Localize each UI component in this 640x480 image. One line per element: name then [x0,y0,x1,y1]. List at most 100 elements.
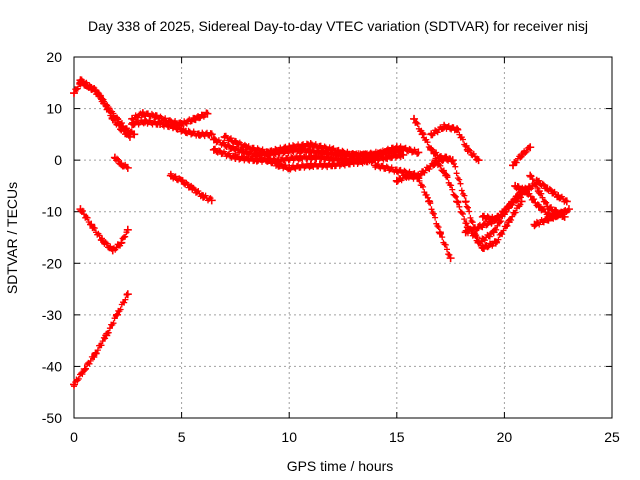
y-tick-label: -40 [42,358,62,374]
data-point [328,161,337,170]
data-point [231,153,240,162]
series-s17 [431,155,526,252]
data-point [156,120,165,129]
data-point [70,380,78,389]
data-point [199,192,208,201]
data-point [517,150,526,159]
data-point [431,156,440,165]
data-point [231,145,240,154]
data-point [207,130,216,139]
data-point [478,243,487,252]
data-point [543,184,552,193]
data-point [504,218,513,227]
series-s8 [166,170,216,205]
data-point [442,171,451,180]
data-point [491,215,500,224]
data-point [128,120,137,129]
series-s22 [532,176,571,206]
data-point [130,130,139,139]
data-point [306,140,315,149]
data-point [392,166,401,175]
series-s5 [110,153,132,172]
data-point [177,120,186,129]
data-point [560,207,569,216]
axis-ticks [73,56,613,419]
series-s7 [128,116,216,140]
data-point [242,143,251,152]
data-point [328,145,337,154]
plot-border [73,56,613,419]
data-point [526,171,535,180]
x-axis-label: GPS time / hours [287,458,394,474]
data-point [123,290,132,299]
series-s12 [263,155,380,173]
x-tick-label: 0 [70,429,78,445]
data-point [349,150,358,159]
chart-title: Day 338 of 2025, Sidereal Day-to-day VTE… [88,18,588,34]
data-point [491,238,500,247]
data-point [534,187,543,196]
data-point [274,161,283,170]
y-tick-label: -10 [42,204,62,220]
data-point [220,132,229,141]
data-point [534,202,543,211]
data-point [295,153,304,162]
data-point [102,331,111,340]
data-point [474,223,483,232]
data-point [543,202,552,211]
series-s20 [509,143,535,170]
data-point [108,246,117,255]
data-point [181,127,190,136]
data-point [547,212,556,221]
x-tick-label: 15 [389,429,405,445]
data-point [177,176,186,185]
data-point [70,89,78,98]
data-point [76,76,85,85]
data-point [252,156,261,165]
data-point [317,153,326,162]
data-point [285,143,294,152]
y-tick-label: -20 [42,255,62,271]
data-point [285,163,294,172]
x-tick-label: 5 [178,429,186,445]
data-point [511,181,520,190]
data-point [440,122,449,131]
data-point [532,176,541,185]
data-point [489,228,498,237]
series-s3 [70,290,132,390]
y-tick-label: 20 [46,49,62,65]
data-point [80,365,89,374]
data-point [414,148,423,157]
data-point [461,197,470,206]
data-point [371,161,380,170]
data-point [478,212,487,221]
data-point [306,161,315,170]
data-point [87,83,96,92]
data-point [110,153,119,162]
data-point [517,197,526,206]
series-s2 [76,76,139,139]
data-series [70,76,573,390]
data-point [446,254,455,263]
data-point [453,197,462,206]
data-point [521,187,530,196]
data-point [448,156,457,165]
data-point [453,125,462,134]
data-point [117,238,126,247]
data-point [123,225,132,234]
data-point [504,202,513,211]
data-point [526,143,535,152]
data-point [414,174,423,183]
data-point [168,122,177,131]
data-point [113,310,122,319]
data-point [463,145,472,154]
tick-labels: 0 5 10 15 20 25 -50 -40 -30 -20 -10 0 10 20 [42,49,620,445]
data-point [263,156,272,165]
data-point [349,158,358,167]
data-point [509,161,518,170]
data-point [427,130,436,139]
data-point [104,104,113,113]
data-point [410,114,419,123]
data-point [564,205,573,214]
